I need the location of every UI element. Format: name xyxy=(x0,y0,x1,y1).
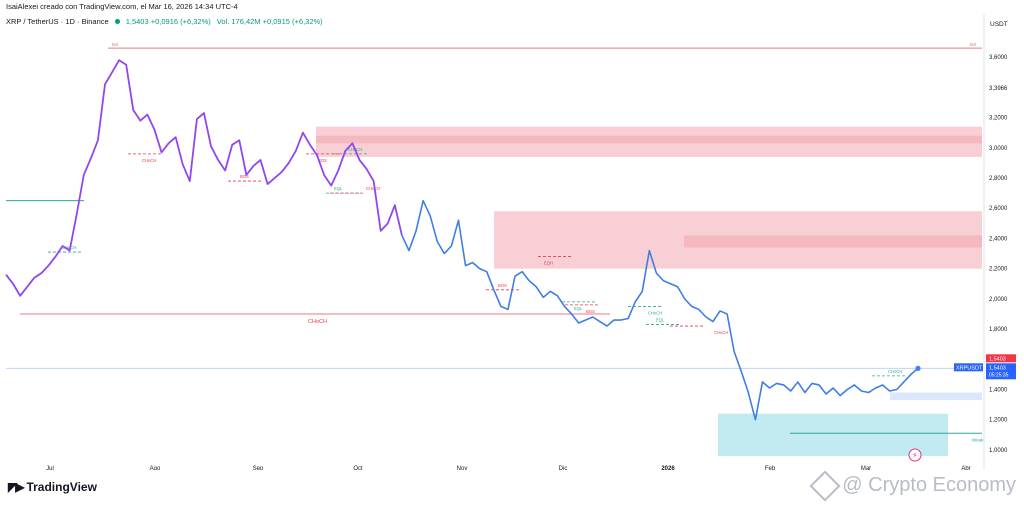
y-tick-4: 2,8000 xyxy=(989,176,1008,182)
last-price-tag-red-text: 1,5403 xyxy=(989,356,1006,362)
y-tick-0: 3,6000 xyxy=(989,55,1008,61)
volume-readout: Vol. 176,42M +0,0915 (+6,32%) xyxy=(216,17,323,26)
x-tick-2: Sep xyxy=(253,466,264,470)
tradingview-logo[interactable]: ◤▶ TradingView xyxy=(8,480,97,494)
x-tick-6: 2026 xyxy=(661,466,675,470)
crypto-economy-watermark: @ Crypto Economy xyxy=(809,469,1016,502)
x-tick-7: Feb xyxy=(765,466,776,470)
countdown-tag-text: 05:25:35 xyxy=(989,372,1009,378)
y-tick-7: 2,2000 xyxy=(989,267,1008,273)
price-chart[interactable]: Bsl Bsl CHoCH Weak CHoCH CHoCH CHoCH CHoCH BOS BO… xyxy=(0,0,1024,470)
structure-label-0: CHoCH xyxy=(62,245,76,250)
diamond-logo-icon xyxy=(809,469,841,502)
support-zone-lower xyxy=(718,413,948,456)
y-tick-11: 1,2000 xyxy=(989,418,1008,424)
current-price-tag-text: 1,5403 xyxy=(989,365,1006,371)
structure-label-11: EQH xyxy=(544,261,553,266)
symbol-name[interactable]: XRP / TetherUS · 1D · Binance xyxy=(6,17,109,26)
y-tick-12: 1,0000 xyxy=(989,448,1008,454)
structure-label-14: CHoCH xyxy=(888,369,902,374)
x-tick-1: Ago xyxy=(150,466,161,470)
x-tick-9: Abr xyxy=(961,466,970,470)
structure-label-5: BOS xyxy=(318,158,327,163)
y-tick-3: 3,0000 xyxy=(989,146,1008,152)
price-axis-unit: USDT xyxy=(990,21,1008,28)
last-price-point xyxy=(915,365,921,371)
x-tick-3: Oct xyxy=(353,466,363,470)
x-tick-4: Nov xyxy=(457,466,468,470)
chart-header: IsaiAlexei creado con TradingView.com, e… xyxy=(6,2,238,11)
weak-line-label: Weak xyxy=(972,437,984,442)
symbol-tag-text: XRPUSDT xyxy=(956,365,983,371)
creator-credit: IsaiAlexei creado con TradingView.com, e… xyxy=(6,2,238,11)
bsl-right-label: Bsl xyxy=(970,42,976,47)
current-price-tag xyxy=(986,363,1016,380)
y-tick-8: 2,0000 xyxy=(989,297,1008,303)
x-tick-8: Mar xyxy=(861,466,871,470)
y-tick-10: 1,4000 xyxy=(989,387,1008,393)
structure-label-12: CHoCH xyxy=(366,186,380,191)
watermark-text: @ Crypto Economy xyxy=(842,474,1016,496)
last-price-tag-red xyxy=(986,354,1016,363)
structure-label-3: CHoCH xyxy=(648,310,662,315)
market-status-dot-icon xyxy=(114,19,120,24)
tradingview-logo-icon: ◤▶ xyxy=(8,480,25,494)
structure-label-9: EQL xyxy=(574,306,583,311)
y-tick-5: 2,6000 xyxy=(989,206,1008,212)
symbol-tag xyxy=(954,363,983,372)
alert-badge-glyph: ⚡ xyxy=(912,451,918,460)
structure-label-13: CHoCH xyxy=(714,330,728,335)
y-tick-2: 3,2000 xyxy=(989,116,1008,122)
y-tick-9: 1,8000 xyxy=(989,327,1008,333)
y-tick-6: 2,4000 xyxy=(989,236,1008,242)
x-tick-5: Dic xyxy=(559,466,568,470)
structure-label-8: EQL xyxy=(334,186,343,191)
bsl-left-label: Bsl xyxy=(112,42,118,47)
symbol-legend[interactable]: XRP / TetherUS · 1D · Binance 1,5403 +0,… xyxy=(6,17,323,26)
price-line-segment-purple xyxy=(5,59,403,297)
price-change: 1,5403 +0,0916 (+6,32%) xyxy=(125,17,211,26)
tradingview-wordmark: TradingView xyxy=(26,480,97,494)
price-line-segment-blue xyxy=(401,199,919,421)
x-tick-0: Jul xyxy=(46,466,54,470)
structure-label-10: EQL xyxy=(656,318,665,323)
resistance-zone-mid-core xyxy=(684,235,982,248)
choch-line-label: CHoCH xyxy=(308,319,327,325)
resistance-zone-upper-core xyxy=(316,135,982,144)
y-tick-1: 3,3966 xyxy=(989,86,1008,92)
structure-label-6: BOS xyxy=(498,283,507,288)
footer-bar: ◤▶ TradingView @ Crypto Economy xyxy=(0,469,1024,512)
structure-label-1: CHoCH xyxy=(142,158,156,163)
demand-strip xyxy=(890,392,982,401)
structure-label-7: BOS xyxy=(586,309,595,314)
structure-label-4: BOS xyxy=(240,174,249,179)
alert-badge-icon xyxy=(908,448,922,462)
